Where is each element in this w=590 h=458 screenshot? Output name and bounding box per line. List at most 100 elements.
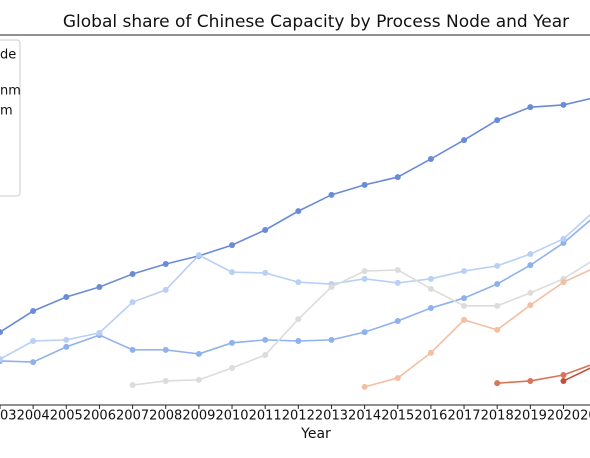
series-line [0,213,590,360]
data-point [560,235,567,242]
data-point [129,346,136,353]
data-point [129,382,136,389]
data-point [30,308,37,315]
data-point [394,318,401,325]
data-point [427,155,434,162]
data-point [229,339,236,346]
data-point [527,262,534,269]
data-point [494,117,501,124]
series-line [364,269,590,388]
data-point [162,261,169,268]
x-tick-label: 2010 [215,409,248,424]
chart-title: Global share of Chinese Capacity by Proc… [63,12,569,32]
data-point [494,302,501,309]
data-point [361,329,368,336]
data-point [262,269,269,276]
x-tick-label: 2021 [580,409,590,424]
data-point [229,242,236,249]
data-point [129,271,136,278]
data-point [262,226,269,233]
data-point [560,377,567,384]
data-point [461,295,468,302]
data-point [394,279,401,286]
data-point [494,326,501,333]
data-point [527,289,534,296]
legend [0,39,21,197]
data-point [262,352,269,359]
data-point [0,329,3,336]
data-point [527,251,534,258]
data-point [328,336,335,343]
x-tick-label: 2019 [514,409,547,424]
x-axis-label: Year [300,426,331,442]
data-point [328,191,335,198]
data-point [461,302,468,309]
data-point [129,299,136,306]
data-point [527,377,534,384]
x-tick-label: 2006 [83,409,116,424]
data-point [494,380,501,387]
data-point [427,349,434,356]
series-line [563,367,590,382]
x-tick-label: 2003 [0,409,17,424]
data-point [560,372,567,379]
data-point [361,181,368,188]
x-tick-label: 2004 [17,409,50,424]
data-point [195,252,202,259]
data-point [560,279,567,286]
data-point [30,359,37,366]
series-line [497,364,590,384]
data-point [96,283,103,290]
data-point [527,104,534,111]
data-point [162,346,169,353]
x-tick-label: 2016 [414,409,447,424]
data-point [262,336,269,343]
data-point [96,329,103,336]
data-point [30,337,37,344]
data-point [63,293,70,300]
data-point [461,137,468,144]
data-point [63,343,70,350]
data-point [295,279,302,286]
x-tick-label: 2014 [348,409,381,424]
data-point [63,336,70,343]
data-point [229,269,236,276]
x-tick-label: 2008 [149,409,182,424]
series-line [132,261,590,386]
series-line [0,219,590,363]
x-tick-label: 2018 [481,409,514,424]
data-point [195,350,202,357]
data-point [527,302,534,309]
x-tick-label: 2012 [282,409,315,424]
data-point [427,305,434,312]
data-point [295,337,302,344]
legend-entry: m [0,104,13,119]
data-point [328,283,335,290]
data-point [361,383,368,390]
data-point [394,266,401,273]
x-tick-label: 2020 [547,409,580,424]
data-point [394,374,401,381]
x-tick-label: 2009 [182,409,215,424]
data-point [0,356,3,363]
data-point [494,262,501,269]
data-point [295,316,302,323]
legend-title: de [0,48,16,63]
data-point [361,268,368,275]
x-tick-label: 2007 [116,409,149,424]
data-point [361,275,368,282]
data-point [162,377,169,384]
x-tick-label: 2013 [315,409,348,424]
data-point [427,275,434,282]
data-point [162,286,169,293]
x-tick-label: 2015 [381,409,414,424]
data-point [560,101,567,108]
data-point [461,268,468,275]
x-tick-label: 2005 [50,409,83,424]
legend-entry: nm [0,84,21,99]
data-point [461,316,468,323]
data-point [427,285,434,292]
data-point [494,281,501,288]
x-tick-label: 2017 [447,409,480,424]
data-point [394,174,401,181]
